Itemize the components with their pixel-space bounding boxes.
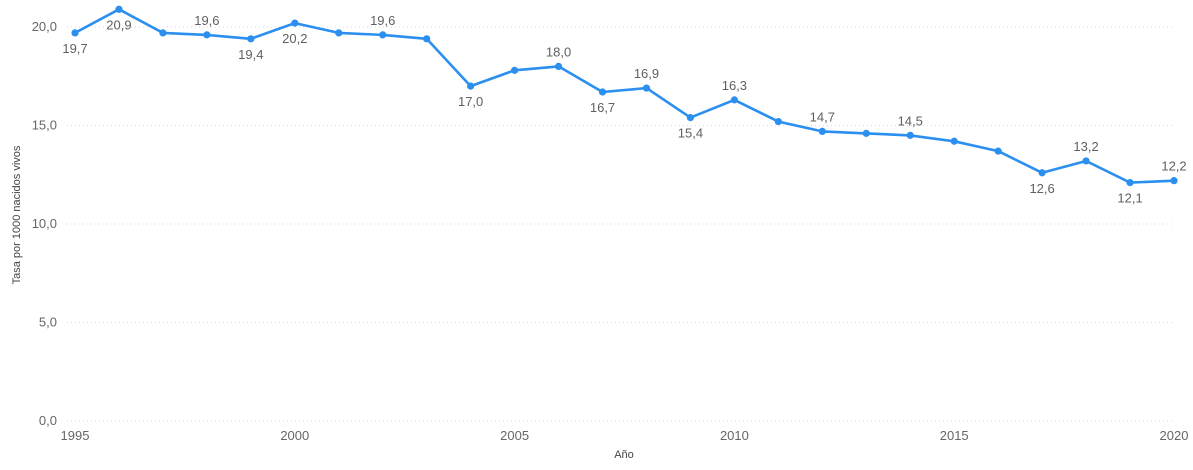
x-tick-label: 1995 xyxy=(61,428,90,443)
y-axis-ticks: 0,0 5,0 10,0 15,0 20,0 xyxy=(32,19,57,428)
data-point-2004 xyxy=(467,82,475,90)
data-label-2006: 18,0 xyxy=(546,44,571,59)
data-label-1999: 19,4 xyxy=(238,47,263,62)
data-label-2009: 15,4 xyxy=(678,126,703,141)
data-point-2018 xyxy=(1082,157,1090,165)
y-axis-title: Tasa por 1000 nacidos vivos xyxy=(11,145,23,284)
data-label-2004: 17,0 xyxy=(458,94,483,109)
x-tick-label: 2000 xyxy=(280,428,309,443)
x-tick-label: 2005 xyxy=(500,428,529,443)
data-label-2000: 20,2 xyxy=(282,31,307,46)
data-label-2002: 19,6 xyxy=(370,13,395,28)
data-point-2006 xyxy=(554,62,563,70)
data-point-2015 xyxy=(950,137,958,145)
x-tick-label: 2020 xyxy=(1160,428,1189,443)
data-point-2014 xyxy=(906,131,914,139)
y-tick-label: 15,0 xyxy=(32,118,57,133)
data-point-2017 xyxy=(1038,169,1046,177)
data-point-2002 xyxy=(379,31,387,39)
data-points xyxy=(71,5,1178,187)
data-label-2008: 16,9 xyxy=(634,66,659,81)
data-point-2007 xyxy=(598,88,607,96)
data-label-2014: 14,5 xyxy=(898,113,923,128)
data-point-2020 xyxy=(1170,177,1178,185)
y-tick-label: 20,0 xyxy=(32,19,57,34)
data-label-2017: 12,6 xyxy=(1029,181,1054,196)
data-label-2020: 12,2 xyxy=(1161,159,1186,174)
data-point-2005 xyxy=(510,66,519,74)
data-point-2010 xyxy=(730,96,739,104)
data-point-1995 xyxy=(71,29,79,37)
data-point-2009 xyxy=(686,114,695,122)
data-labels: 19,7 20,9 19,6 19,4 20,2 19,6 17,0 18,0 16,7 16,9… xyxy=(62,13,1186,206)
data-label-2018: 13,2 xyxy=(1073,139,1098,154)
data-point-2003 xyxy=(423,35,431,43)
x-tick-label: 2010 xyxy=(720,428,749,443)
y-tick-label: 5,0 xyxy=(39,315,57,330)
data-label-2012: 14,7 xyxy=(810,109,835,124)
data-point-2011 xyxy=(774,117,782,126)
data-point-2012 xyxy=(818,127,826,136)
data-point-1999 xyxy=(247,35,255,43)
x-axis-title: Año xyxy=(614,449,634,461)
data-point-2019 xyxy=(1126,179,1134,187)
data-point-2000 xyxy=(291,19,299,27)
gridlines xyxy=(67,26,1174,422)
series-line xyxy=(73,8,1176,184)
data-label-1996: 20,9 xyxy=(106,17,131,32)
x-axis-ticks: 1995 2000 2005 2010 2015 2020 xyxy=(61,428,1189,443)
y-tick-label: 0,0 xyxy=(39,413,57,428)
data-point-1998 xyxy=(203,31,211,39)
data-label-2010: 16,3 xyxy=(722,78,747,93)
data-label-2007: 16,7 xyxy=(590,100,615,115)
y-tick-label: 10,0 xyxy=(32,216,57,231)
data-label-1995: 19,7 xyxy=(62,41,87,56)
data-point-2013 xyxy=(862,129,870,137)
data-point-2008 xyxy=(642,84,651,92)
data-point-1997 xyxy=(159,29,167,37)
x-tick-label: 2015 xyxy=(940,428,969,443)
data-label-1998: 19,6 xyxy=(194,13,219,28)
data-point-2001 xyxy=(335,29,343,37)
data-point-2016 xyxy=(994,147,1002,155)
data-point-1996 xyxy=(115,5,123,13)
series-group xyxy=(73,8,1176,184)
data-label-2019: 12,1 xyxy=(1117,191,1142,206)
